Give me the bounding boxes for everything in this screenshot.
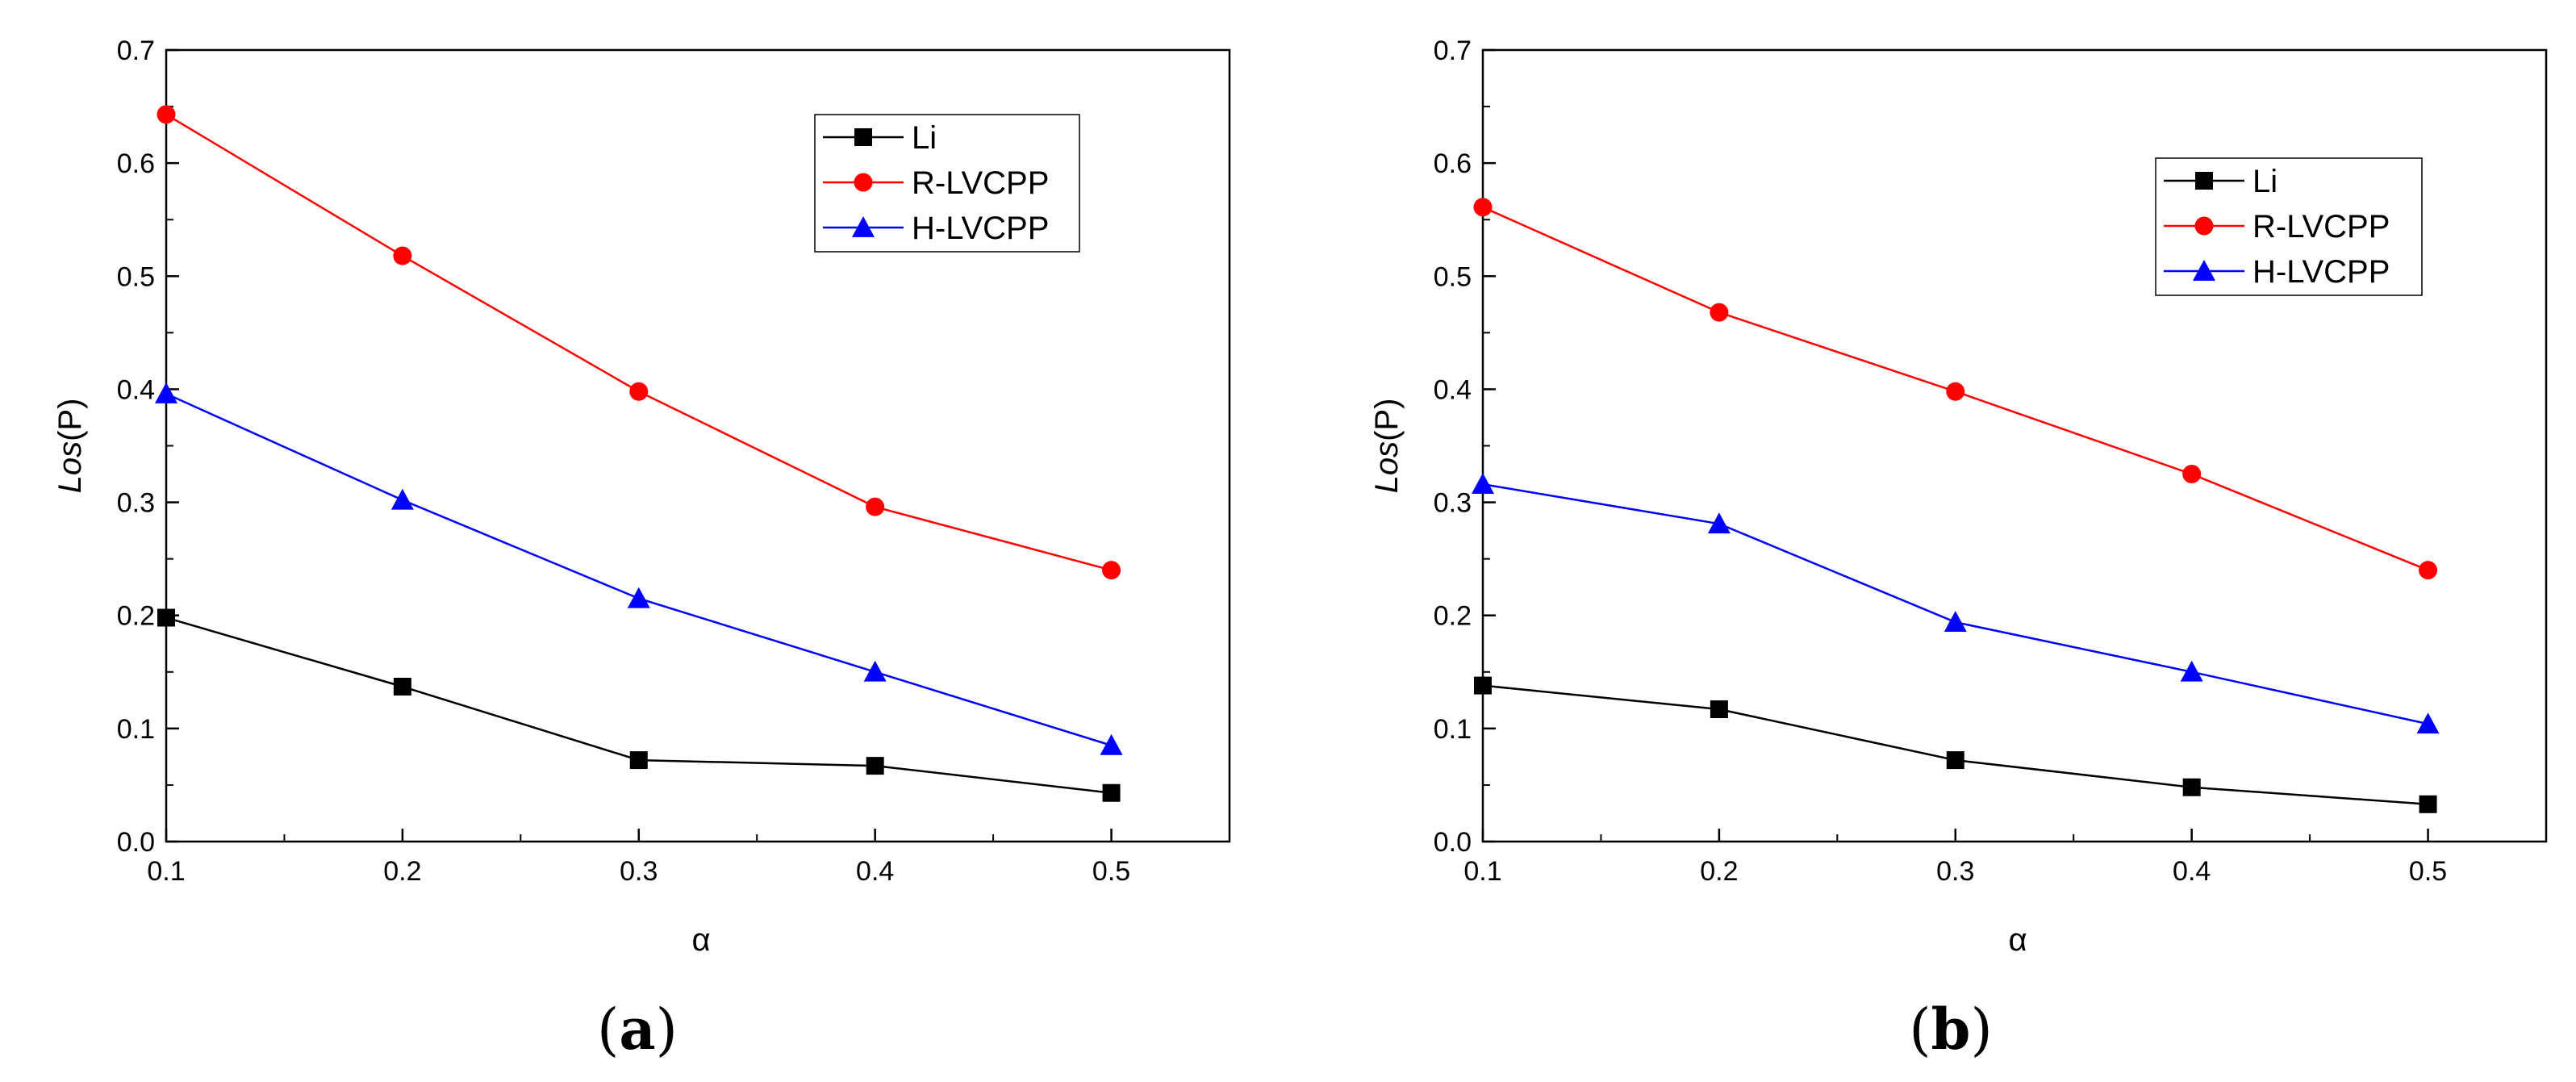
data-point-r-lvcpp bbox=[1710, 303, 1729, 322]
legend: Li R-LVCPP H-LVCPP bbox=[814, 114, 1080, 253]
y-tick-label: 0.1 bbox=[117, 714, 155, 745]
data-point-h-lvcpp bbox=[1472, 473, 1494, 495]
legend-label-li: Li bbox=[2252, 164, 2277, 199]
series-line-h-lvcpp bbox=[165, 392, 1112, 747]
data-point-h-lvcpp bbox=[627, 587, 650, 608]
data-point-h-lvcpp bbox=[390, 488, 414, 510]
y-axis-label: Los(P) bbox=[52, 399, 88, 494]
data-point-li bbox=[629, 751, 648, 770]
x-tick-label: 0.5 bbox=[1092, 856, 1130, 887]
legend-label-h-lvcpp: H-LVCPP bbox=[912, 211, 1049, 246]
legend-label-r-lvcpp: R-LVCPP bbox=[912, 165, 1049, 201]
legend-marker-r-lvcpp bbox=[2194, 216, 2214, 236]
panel-label-letter: a bbox=[619, 996, 655, 1063]
data-point-li bbox=[1710, 700, 1728, 719]
panel-label-close: ) bbox=[656, 996, 678, 1063]
x-tick-label: 0.3 bbox=[620, 856, 658, 887]
y-axis-label-italic: Los bbox=[1369, 441, 1405, 494]
panel-label: (b) bbox=[1909, 996, 1993, 1063]
y-tick-label: 0.5 bbox=[1434, 261, 1472, 292]
y-tick-label: 0.7 bbox=[1434, 36, 1472, 66]
data-point-h-lvcpp bbox=[1943, 611, 1967, 633]
y-tick-label: 0.0 bbox=[1434, 827, 1472, 858]
series-line-h-lvcpp bbox=[1482, 483, 2428, 725]
y-tick-label: 0.5 bbox=[117, 261, 155, 292]
y-tick-label: 0.4 bbox=[117, 374, 155, 405]
data-point-h-lvcpp bbox=[155, 382, 177, 403]
x-tick-label: 0.5 bbox=[2409, 856, 2447, 887]
x-axis-label: α bbox=[691, 922, 710, 958]
data-point-li bbox=[2419, 795, 2437, 813]
data-point-li bbox=[157, 608, 175, 627]
data-point-li bbox=[1102, 783, 1121, 802]
data-point-li bbox=[2182, 778, 2201, 796]
data-point-li bbox=[393, 678, 411, 696]
x-axis-label: α bbox=[2008, 922, 2027, 958]
legend-marker-li bbox=[854, 128, 872, 146]
panel-label-open: ( bbox=[597, 996, 619, 1063]
data-point-h-lvcpp bbox=[1707, 512, 1731, 534]
y-tick-label: 0.2 bbox=[117, 601, 155, 632]
data-point-h-lvcpp bbox=[1100, 733, 1123, 755]
y-tick-label: 0.3 bbox=[1434, 488, 1472, 519]
y-axis-label-suffix: (P) bbox=[52, 399, 88, 441]
data-point-r-lvcpp bbox=[1102, 561, 1121, 580]
y-tick-label: 0.6 bbox=[1434, 148, 1472, 179]
legend-label-li: Li bbox=[912, 120, 937, 156]
x-tick-label: 0.1 bbox=[1463, 856, 1501, 887]
panel-label-open: ( bbox=[1909, 996, 1931, 1063]
x-tick-label: 0.1 bbox=[147, 856, 185, 887]
y-tick-label: 0.2 bbox=[1434, 601, 1472, 632]
legend-marker-h-lvcpp bbox=[2193, 260, 2215, 281]
series-line-li bbox=[1482, 684, 2428, 805]
data-point-r-lvcpp bbox=[157, 105, 176, 124]
data-point-h-lvcpp bbox=[863, 660, 887, 682]
x-tick-label: 0.4 bbox=[856, 856, 894, 887]
legend-marker-r-lvcpp bbox=[854, 173, 873, 192]
panel-label: (a) bbox=[597, 996, 678, 1063]
y-axis-label: Los(P) bbox=[1369, 399, 1405, 494]
x-tick-label: 0.2 bbox=[1700, 856, 1738, 887]
x-tick-label: 0.3 bbox=[1936, 856, 1974, 887]
legend-label-h-lvcpp: H-LVCPP bbox=[2252, 254, 2390, 290]
panel-label-letter: b bbox=[1931, 996, 1971, 1063]
y-axis-label-suffix: (P) bbox=[1369, 399, 1405, 441]
data-point-r-lvcpp bbox=[2419, 561, 2438, 580]
y-tick-label: 0.0 bbox=[117, 827, 155, 858]
legend: Li R-LVCPP H-LVCPP bbox=[2155, 157, 2423, 296]
data-point-r-lvcpp bbox=[1946, 382, 1965, 401]
data-point-li bbox=[1474, 676, 1492, 695]
y-tick-label: 0.3 bbox=[117, 488, 155, 519]
legend-label-r-lvcpp: R-LVCPP bbox=[2252, 209, 2390, 244]
panel-label-close: ) bbox=[1970, 996, 1992, 1063]
y-tick-label: 0.1 bbox=[1434, 714, 1472, 745]
y-axis-label-italic: Los bbox=[52, 441, 88, 494]
data-point-li bbox=[866, 757, 884, 775]
data-point-r-lvcpp bbox=[866, 497, 885, 516]
data-point-li bbox=[1946, 751, 1964, 770]
data-point-h-lvcpp bbox=[2180, 660, 2203, 682]
chart-panel-b: 0.00.10.20.30.40.50.60.70.1 0.2 0.3 0.4 0.5α… bbox=[1369, 36, 2548, 1063]
chart-panel-a: 0.00.10.20.30.40.50.60.70.1 0.2 0.3 0.4 0.5α… bbox=[52, 36, 1231, 1063]
x-tick-label: 0.4 bbox=[2173, 856, 2211, 887]
data-point-r-lvcpp bbox=[629, 382, 649, 401]
x-tick-label: 0.2 bbox=[383, 856, 421, 887]
data-point-r-lvcpp bbox=[2182, 465, 2202, 484]
y-tick-label: 0.7 bbox=[117, 36, 155, 66]
data-point-h-lvcpp bbox=[2416, 712, 2440, 734]
y-tick-label: 0.6 bbox=[117, 148, 155, 179]
legend-marker-li bbox=[2195, 172, 2213, 190]
legend-marker-h-lvcpp bbox=[852, 216, 875, 237]
y-tick-label: 0.4 bbox=[1434, 374, 1472, 405]
data-point-r-lvcpp bbox=[1473, 198, 1493, 217]
data-point-r-lvcpp bbox=[393, 246, 412, 265]
